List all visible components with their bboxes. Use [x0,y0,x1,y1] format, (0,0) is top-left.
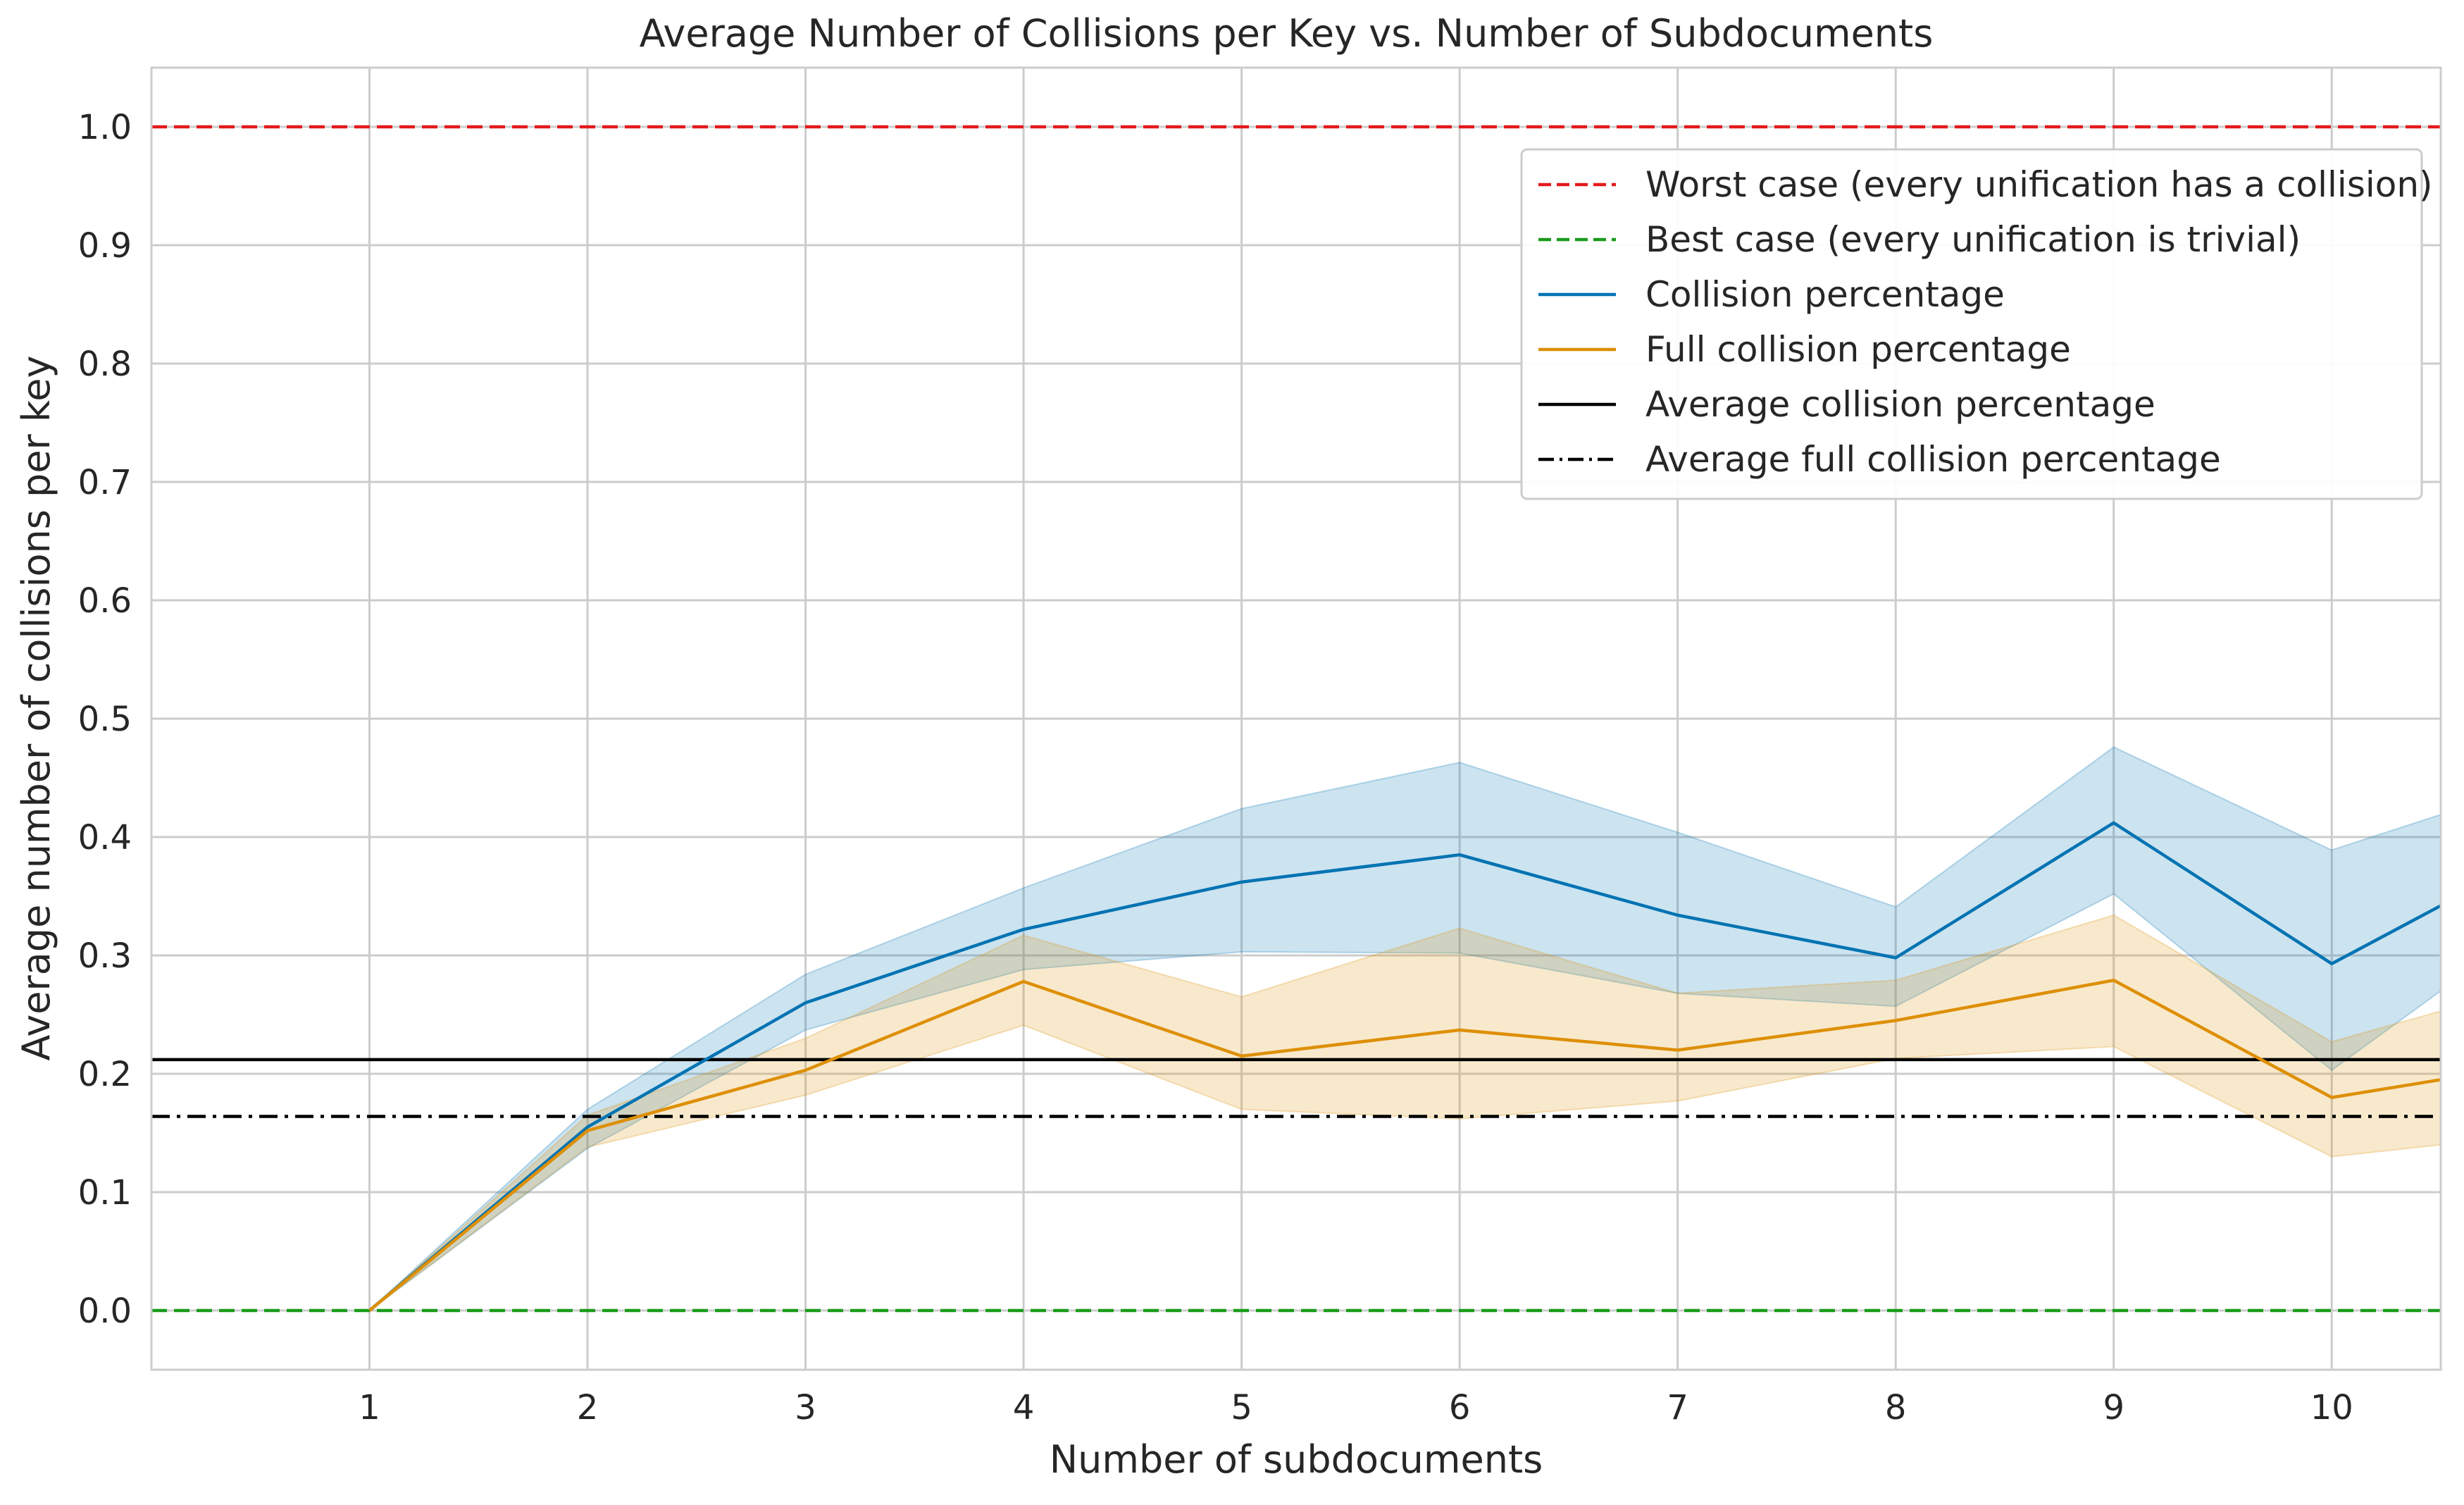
series-line [368,821,2442,1312]
x-tick-label: 5 [1231,1388,1252,1427]
legend-entry-label: Average collision percentage [1645,384,2155,425]
x-tick-label: 9 [2103,1388,2124,1427]
legend-entry-label: Average full collision percentage [1645,439,2221,480]
legend-entry-label: Collision percentage [1645,274,2005,315]
y-tick-label: 0.4 [78,818,132,857]
y-tick-label: 0.5 [78,700,132,739]
legend-box [1520,148,2423,500]
y-tick-label: 0.9 [78,226,132,266]
x-tick-label: 6 [1449,1388,1471,1427]
plot-frame [150,66,2442,1371]
series-lines [368,821,2442,1312]
tick-labels: 1 2 3 4 5 6 7 8 9 10 0.0 0.1 0.2 0.3 0.4 0.5 0.6 0.7 0.8 0.… [78,108,2353,1427]
legend-entry-label: Worst case (every unification has a coll… [1645,164,2433,205]
y-tick-label: 0.6 [78,581,132,621]
confidence-band [368,914,2441,1311]
legend-entry-label: Best case (every unification is trivial) [1645,219,2301,260]
legend-entry-label: Full collision percentage [1645,329,2071,370]
legend: Worst case (every unification has a coll… [1520,148,2433,500]
x-tick-label: 8 [1885,1388,1907,1427]
y-tick-label: 0.1 [78,1173,132,1213]
x-tick-label: 1 [359,1388,380,1427]
x-tick-label: 3 [795,1388,816,1427]
x-tick-label: 10 [2310,1388,2353,1427]
y-tick-label: 0.8 [78,345,132,384]
grid [151,68,2441,1370]
y-tick-label: 1.0 [78,108,132,147]
series-line [368,979,2441,1312]
reference-lines [151,125,2441,1313]
y-tick-label: 0.2 [78,1055,132,1094]
y-tick-label: 0.7 [78,463,132,502]
x-tick-label: 4 [1013,1388,1035,1427]
x-tick-label: 7 [1667,1388,1688,1427]
y-tick-label: 0.0 [78,1292,132,1331]
y-axis-label: Average number of collisions per key [14,356,58,1061]
y-tick-label: 0.3 [78,936,132,976]
x-axis-label: Number of subdocuments [1050,1437,1543,1482]
chart-title: Average Number of Collisions per Key vs.… [640,11,1934,56]
x-tick-label: 2 [577,1388,599,1427]
